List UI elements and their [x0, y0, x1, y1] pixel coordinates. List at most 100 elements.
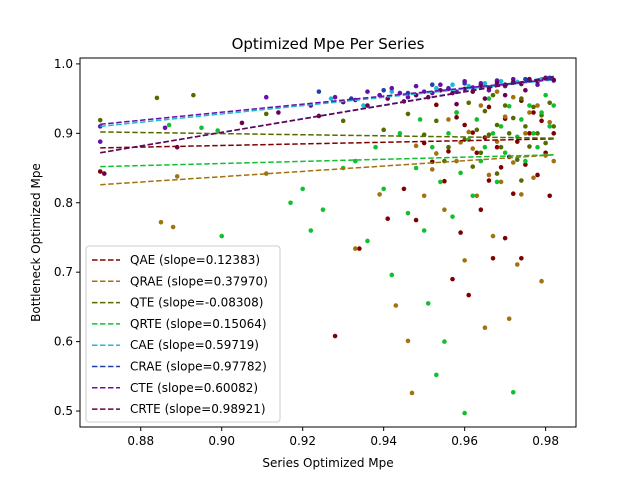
- point-s2-2: [191, 92, 196, 98]
- point-s7-1: [174, 144, 180, 150]
- x-tick-label-4: 0.96: [451, 434, 478, 448]
- point-s0-5: [413, 217, 419, 223]
- point-s0-14: [486, 178, 492, 183]
- point-s1-11: [442, 207, 447, 212]
- point-s6-18: [462, 78, 467, 84]
- point-s1-1: [170, 224, 176, 230]
- point-s3-13: [389, 272, 395, 278]
- point-s3-37: [498, 124, 504, 129]
- point-s2-0: [97, 117, 103, 123]
- point-s2-1: [154, 95, 160, 101]
- point-s3-6: [308, 228, 314, 233]
- x-ticks-layer: 0.88 0.90 0.92 0.94 0.96 0.98: [127, 427, 559, 448]
- point-s3-33: [482, 144, 488, 150]
- point-s3-45: [531, 131, 536, 136]
- point-s2-27: [531, 104, 536, 110]
- point-s4-4: [434, 85, 439, 91]
- point-s4-2: [389, 89, 395, 94]
- point-s7-25: [454, 101, 459, 107]
- point-s0-0: [97, 169, 103, 174]
- point-s5-2: [381, 87, 386, 93]
- point-s1-37: [494, 89, 500, 94]
- point-s2-13: [474, 127, 480, 133]
- point-s0-16: [494, 144, 500, 150]
- point-s7-3: [276, 110, 281, 115]
- fit-line-s6: [100, 78, 554, 126]
- point-s3-20: [429, 144, 435, 150]
- point-s3-39: [506, 103, 512, 109]
- legend-entry-4: CAE (slope=0.59719): [130, 338, 259, 352]
- point-s3-15: [405, 210, 411, 216]
- point-s0-8: [450, 276, 455, 282]
- point-s1-24: [510, 160, 516, 165]
- point-s0-27: [551, 131, 557, 136]
- legend-entry-7: CRTE (slope=0.98921): [130, 402, 266, 416]
- point-s0-39: [539, 118, 544, 124]
- point-s0-20: [514, 139, 520, 144]
- x-axis-label: Series Optimized Mpe: [262, 456, 393, 470]
- point-s1-38: [434, 151, 439, 156]
- point-s3-31: [474, 117, 480, 122]
- point-s3-48: [543, 92, 548, 98]
- point-s2-25: [523, 124, 528, 129]
- point-s6-2: [162, 125, 168, 131]
- point-s5-4: [429, 82, 435, 88]
- point-s0-12: [474, 150, 480, 156]
- point-s7-27: [502, 92, 508, 98]
- legend-entry-5: CRAE (slope=0.97782): [130, 360, 267, 374]
- y-tick-label-1: 0.6: [54, 335, 73, 349]
- point-s0-22: [523, 162, 528, 167]
- point-s0-10: [462, 122, 467, 128]
- point-s1-9: [421, 193, 427, 199]
- point-s3-2: [215, 128, 220, 133]
- point-s1-18: [486, 172, 492, 178]
- point-s3-22: [438, 179, 443, 185]
- legend-box: [85, 245, 281, 423]
- y-axis-label: Bottleneck Optimized Mpe: [29, 163, 43, 322]
- point-s2-20: [502, 103, 508, 108]
- point-s7-2: [239, 120, 245, 126]
- point-s1-21: [498, 179, 504, 185]
- point-s0-36: [446, 149, 451, 154]
- point-s3-49: [547, 124, 552, 129]
- point-s3-43: [523, 158, 528, 164]
- legend-entry-2: QTE (slope=-0.08308): [130, 296, 263, 310]
- point-s0-3: [385, 216, 391, 222]
- point-s2-30: [543, 140, 548, 146]
- point-s1-28: [531, 175, 536, 181]
- point-s0-26: [547, 193, 552, 199]
- point-s1-7: [405, 338, 411, 344]
- point-s0-30: [470, 130, 476, 135]
- x-tick-label-2: 0.92: [289, 434, 316, 448]
- point-s1-10: [429, 167, 435, 172]
- point-s1-27: [523, 131, 528, 136]
- point-s7-6: [365, 103, 370, 108]
- point-s0-1: [332, 333, 338, 339]
- point-s3-18: [421, 228, 427, 233]
- x-tick-label-0: 0.88: [127, 434, 154, 448]
- point-s1-17: [482, 325, 488, 331]
- point-s3-36: [494, 179, 500, 185]
- point-s1-32: [547, 119, 552, 125]
- point-s1-2: [174, 174, 180, 179]
- point-s6-12: [413, 83, 419, 89]
- point-s3-5: [300, 186, 305, 192]
- point-s6-5: [332, 94, 338, 100]
- point-s0-2: [357, 246, 362, 251]
- point-s4-0: [328, 96, 334, 101]
- point-s2-22: [510, 115, 516, 121]
- fit-line-s3: [100, 154, 554, 168]
- point-s2-4: [340, 118, 346, 124]
- point-s2-3: [263, 111, 269, 117]
- x-tick-label-1: 0.90: [208, 434, 235, 448]
- point-s1-15: [470, 146, 476, 151]
- point-s0-17: [498, 165, 504, 170]
- point-s0-28: [434, 102, 439, 108]
- point-s2-15: [482, 108, 488, 114]
- point-s1-22: [502, 114, 508, 119]
- point-s6-27: [535, 82, 540, 88]
- point-s3-16: [413, 165, 419, 171]
- legend-entry-6: CTE (slope=0.60082): [130, 381, 258, 395]
- point-s7-0: [101, 171, 107, 176]
